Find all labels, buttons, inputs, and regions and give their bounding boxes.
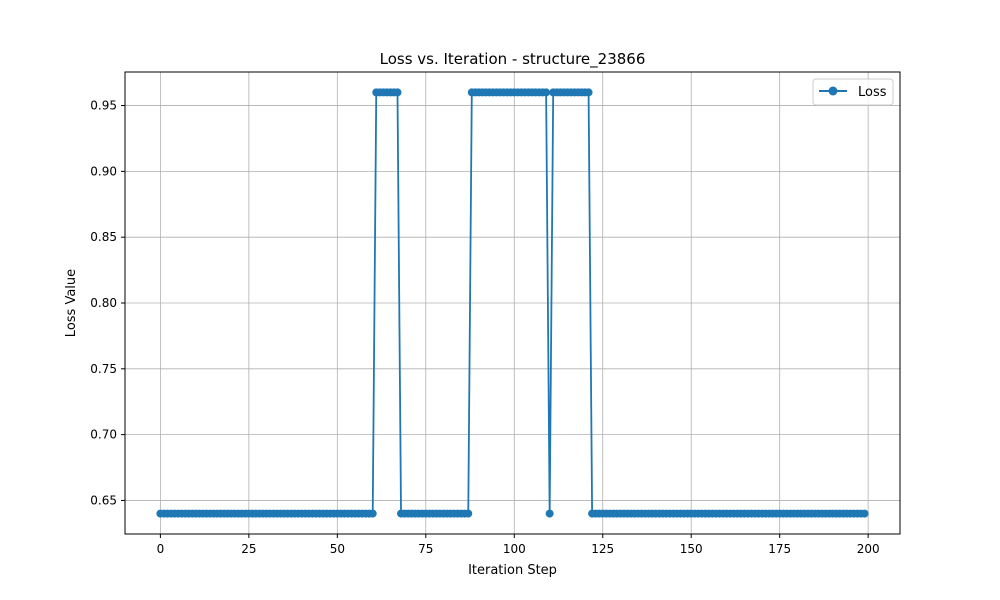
x-tick-label: 75 bbox=[418, 542, 433, 556]
y-tick-label: 0.85 bbox=[90, 230, 117, 244]
x-tick-label: 150 bbox=[680, 542, 703, 556]
loss-point bbox=[393, 88, 402, 97]
loss-point bbox=[368, 509, 377, 518]
loss-point bbox=[545, 509, 554, 518]
x-tick-label: 100 bbox=[503, 542, 526, 556]
x-tick-label: 50 bbox=[330, 542, 345, 556]
legend-label-loss: Loss bbox=[858, 85, 887, 100]
y-tick-label: 0.80 bbox=[90, 296, 117, 310]
y-tick-label: 0.70 bbox=[90, 428, 117, 442]
y-tick-label: 0.95 bbox=[90, 99, 117, 113]
x-axis-label: Iteration Step bbox=[468, 563, 557, 578]
x-tick-label: 125 bbox=[591, 542, 614, 556]
x-tick-label: 175 bbox=[768, 542, 791, 556]
y-tick-label: 0.65 bbox=[90, 493, 117, 507]
grid-lines bbox=[125, 72, 900, 534]
legend: Loss bbox=[812, 78, 894, 106]
legend-box bbox=[812, 78, 894, 106]
series-loss bbox=[156, 88, 869, 518]
x-tick-label: 200 bbox=[857, 542, 880, 556]
chart-title: Loss vs. Iteration - structure_23866 bbox=[380, 50, 646, 69]
x-axis-ticks: 0 25 50 75 100 125 150 175 200 bbox=[157, 534, 880, 556]
y-tick-label: 0.75 bbox=[90, 362, 117, 376]
y-axis-label: Loss Value bbox=[64, 269, 79, 337]
loss-point bbox=[584, 88, 593, 97]
loss-point bbox=[464, 509, 473, 518]
y-axis-ticks: 0.65 0.70 0.75 0.80 0.85 0.90 0.95 bbox=[90, 99, 125, 507]
legend-marker bbox=[828, 86, 838, 96]
x-tick-label: 0 bbox=[157, 542, 165, 556]
loss-point bbox=[542, 88, 551, 97]
y-tick-label: 0.90 bbox=[90, 164, 117, 178]
x-tick-label: 25 bbox=[241, 542, 256, 556]
loss-point bbox=[860, 509, 869, 518]
